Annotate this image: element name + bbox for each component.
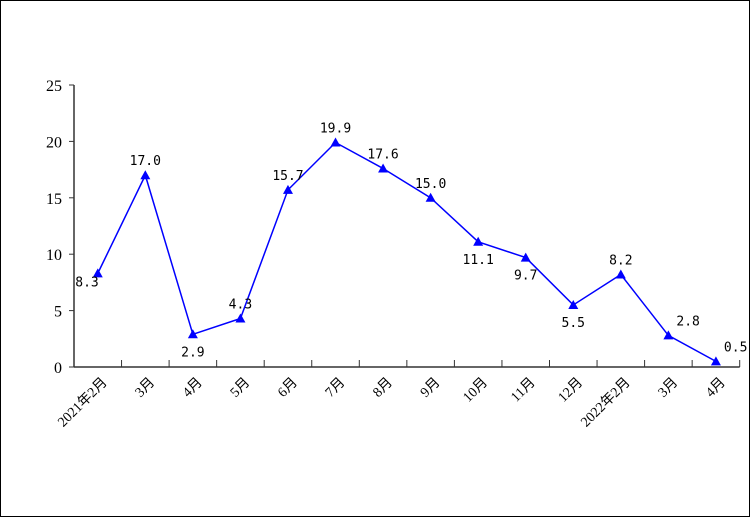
y-tick-label: 20 bbox=[46, 134, 62, 151]
data-point-marker bbox=[140, 170, 151, 180]
data-label: 2.8 bbox=[676, 314, 699, 329]
data-label: 17.6 bbox=[367, 147, 398, 162]
data-point-marker bbox=[473, 236, 484, 246]
y-tick-label: 15 bbox=[46, 191, 62, 208]
data-label: 8.3 bbox=[75, 275, 98, 290]
data-point-marker bbox=[282, 184, 293, 194]
x-tick-label: 8月 bbox=[370, 375, 396, 401]
x-tick-label: 3月 bbox=[655, 375, 681, 401]
data-point-marker bbox=[568, 299, 579, 309]
x-tick-label: 11月 bbox=[508, 375, 539, 406]
x-tick-label: 3月 bbox=[132, 375, 158, 401]
data-label: 8.2 bbox=[609, 254, 632, 269]
x-tick-label: 9月 bbox=[417, 375, 443, 401]
x-tick-label: 4月 bbox=[703, 375, 729, 401]
data-label: 5.5 bbox=[562, 316, 585, 331]
x-tick-label: 5月 bbox=[227, 375, 253, 401]
x-tick-label: 2022年2月 bbox=[578, 375, 634, 431]
x-tick-label: 4月 bbox=[180, 375, 206, 401]
x-tick-label: 2021年2月 bbox=[55, 375, 111, 431]
y-tick-label: 5 bbox=[54, 304, 62, 321]
data-point-marker bbox=[92, 268, 103, 278]
data-label: 17.0 bbox=[130, 154, 161, 169]
data-point-marker bbox=[378, 163, 389, 173]
data-point-marker bbox=[520, 252, 531, 262]
y-tick-label: 0 bbox=[54, 360, 62, 377]
data-label: 15.0 bbox=[415, 177, 446, 192]
data-point-marker bbox=[330, 137, 341, 147]
data-label: 11.1 bbox=[463, 253, 494, 268]
data-label: 2.9 bbox=[181, 345, 204, 360]
data-label: 15.7 bbox=[272, 169, 303, 184]
data-label: 19.9 bbox=[320, 122, 351, 137]
x-tick-label: 6月 bbox=[275, 375, 301, 401]
y-tick-label: 25 bbox=[46, 78, 62, 95]
data-point-marker bbox=[187, 329, 198, 339]
data-point-marker bbox=[425, 192, 436, 202]
data-label: 4.3 bbox=[229, 297, 252, 312]
y-tick-label: 10 bbox=[46, 247, 62, 264]
data-point-marker bbox=[615, 269, 626, 279]
x-tick-label: 12月 bbox=[555, 375, 586, 406]
data-point-marker bbox=[235, 313, 246, 323]
data-point-marker bbox=[710, 356, 721, 366]
data-label: 9.7 bbox=[514, 269, 537, 284]
series-line bbox=[97, 141, 717, 363]
data-point-marker bbox=[663, 330, 674, 340]
x-tick-label: 7月 bbox=[322, 375, 348, 401]
x-tick-label: 10月 bbox=[460, 375, 491, 406]
data-label: 0.5 bbox=[724, 340, 747, 355]
